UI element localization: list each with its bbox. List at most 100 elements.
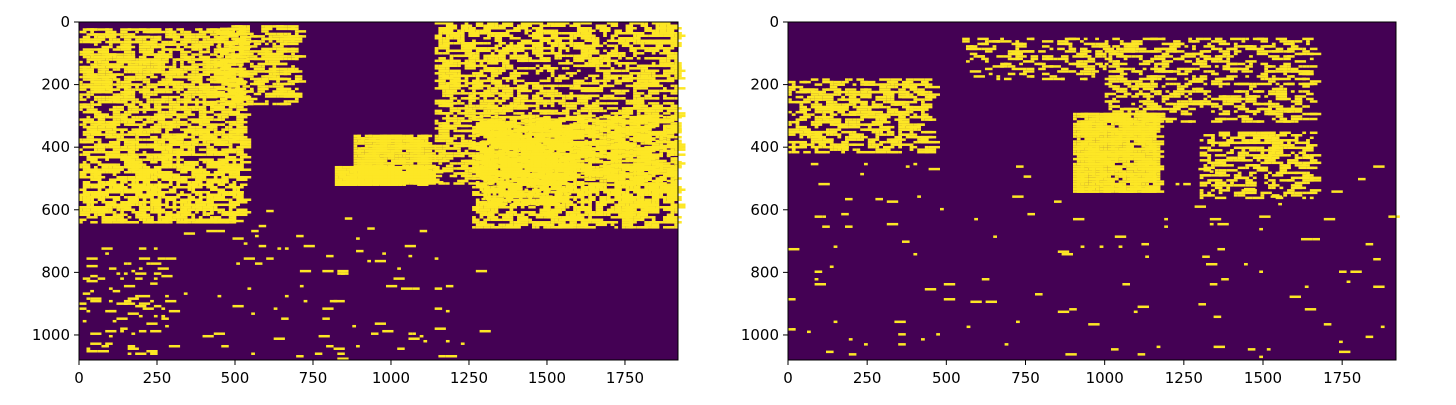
heatmap-cell	[599, 143, 611, 146]
heatmap-cell	[468, 97, 480, 100]
heatmap-cell	[153, 93, 158, 96]
heatmap-cell	[176, 196, 181, 199]
heatmap-cell	[554, 120, 559, 124]
heatmap-cell	[242, 30, 250, 33]
heatmap-cell	[82, 118, 87, 121]
heatmap-cell	[621, 79, 630, 83]
heatmap-cell	[487, 84, 491, 88]
heatmap-cell	[236, 188, 240, 191]
heatmap-cell	[595, 99, 600, 103]
heatmap-cell	[636, 57, 641, 60]
heatmap-cell	[434, 79, 446, 83]
heatmap-cell	[198, 173, 203, 176]
heatmap-cell	[202, 201, 214, 204]
heatmap-cell	[670, 107, 682, 110]
heatmap-cell	[479, 49, 491, 53]
heatmap-cell	[588, 153, 600, 156]
heatmap-cell	[191, 143, 199, 146]
heatmap-cell	[138, 145, 143, 149]
heatmap-cell	[663, 34, 675, 38]
heatmap-cell	[543, 102, 555, 105]
heatmap-cell	[535, 129, 540, 133]
heatmap-cell	[543, 64, 551, 68]
heatmap-cell	[434, 37, 443, 40]
heatmap-cell	[472, 130, 480, 134]
heatmap-cell	[573, 22, 581, 25]
heatmap-cell	[505, 92, 514, 95]
heatmap-cell	[232, 165, 237, 169]
heatmap-cell	[445, 164, 454, 168]
heatmap-cell	[509, 104, 514, 108]
heatmap-cell	[591, 125, 596, 129]
heatmap-cell	[475, 84, 488, 88]
heatmap-cell	[82, 153, 91, 156]
heatmap-cell	[434, 72, 446, 75]
heatmap-cell	[517, 92, 521, 95]
heatmap-cell	[223, 45, 228, 48]
heatmap-cell	[629, 115, 641, 119]
heatmap-cell	[112, 78, 121, 81]
heatmap-cell	[513, 99, 521, 103]
heatmap-cell	[279, 72, 288, 76]
heatmap-cell	[670, 97, 675, 100]
heatmap-cell	[123, 40, 132, 44]
heatmap-cell	[168, 123, 181, 126]
heatmap-cell	[239, 145, 252, 149]
heatmap-cell	[591, 160, 596, 164]
heatmap-cell	[460, 39, 465, 43]
heatmap-cell	[97, 113, 109, 116]
heatmap-cell	[206, 30, 211, 34]
heatmap-cell	[513, 72, 518, 75]
heatmap-cell	[279, 45, 284, 48]
heatmap-cell	[573, 115, 577, 119]
heatmap-cell	[633, 175, 645, 179]
heatmap-cell	[220, 95, 228, 98]
heatmap-cell	[472, 143, 484, 146]
heatmap-cell	[464, 179, 469, 183]
heatmap-cell	[520, 99, 525, 103]
heatmap-cell	[468, 159, 473, 163]
heatmap-cell	[220, 55, 224, 58]
heatmap-cell	[445, 87, 450, 90]
heatmap-cell	[468, 27, 476, 30]
heatmap-cell	[223, 32, 235, 36]
heatmap-cell	[225, 115, 229, 119]
heatmap-cell	[505, 59, 510, 63]
heatmap-cell	[453, 182, 465, 185]
heatmap-cell	[490, 34, 495, 38]
heatmap-cell	[101, 50, 109, 54]
heatmap-cell	[283, 55, 288, 58]
heatmap-cell	[79, 213, 91, 217]
heatmap-cell	[108, 180, 113, 184]
heatmap-cell	[442, 134, 446, 138]
heatmap-cell	[550, 138, 559, 141]
heatmap-cell	[268, 52, 280, 56]
heatmap-cell	[614, 102, 619, 105]
heatmap-cell	[655, 47, 667, 50]
heatmap-cell	[183, 135, 196, 139]
heatmap-cell	[294, 32, 299, 36]
heatmap-cell	[561, 74, 566, 78]
heatmap-cell	[279, 77, 288, 81]
heatmap-cell	[633, 22, 641, 25]
heatmap-cell	[633, 84, 645, 88]
heatmap-cell	[93, 108, 98, 111]
heatmap-cell	[120, 203, 132, 207]
heatmap-cell	[472, 107, 484, 110]
heatmap-cell	[161, 145, 169, 149]
heatmap-cell	[531, 118, 540, 121]
heatmap-cell	[453, 114, 458, 118]
heatmap-cell	[138, 48, 147, 51]
heatmap-cell	[513, 69, 518, 73]
heatmap-cell	[580, 117, 592, 120]
heatmap-cell	[142, 165, 151, 169]
heatmap-cell	[127, 60, 132, 64]
heatmap-cell	[513, 104, 518, 108]
heatmap-cell	[464, 67, 476, 70]
heatmap-cell	[112, 213, 117, 217]
heatmap-cell	[236, 123, 240, 126]
heatmap-cell	[569, 173, 581, 176]
heatmap-cell	[659, 130, 664, 134]
